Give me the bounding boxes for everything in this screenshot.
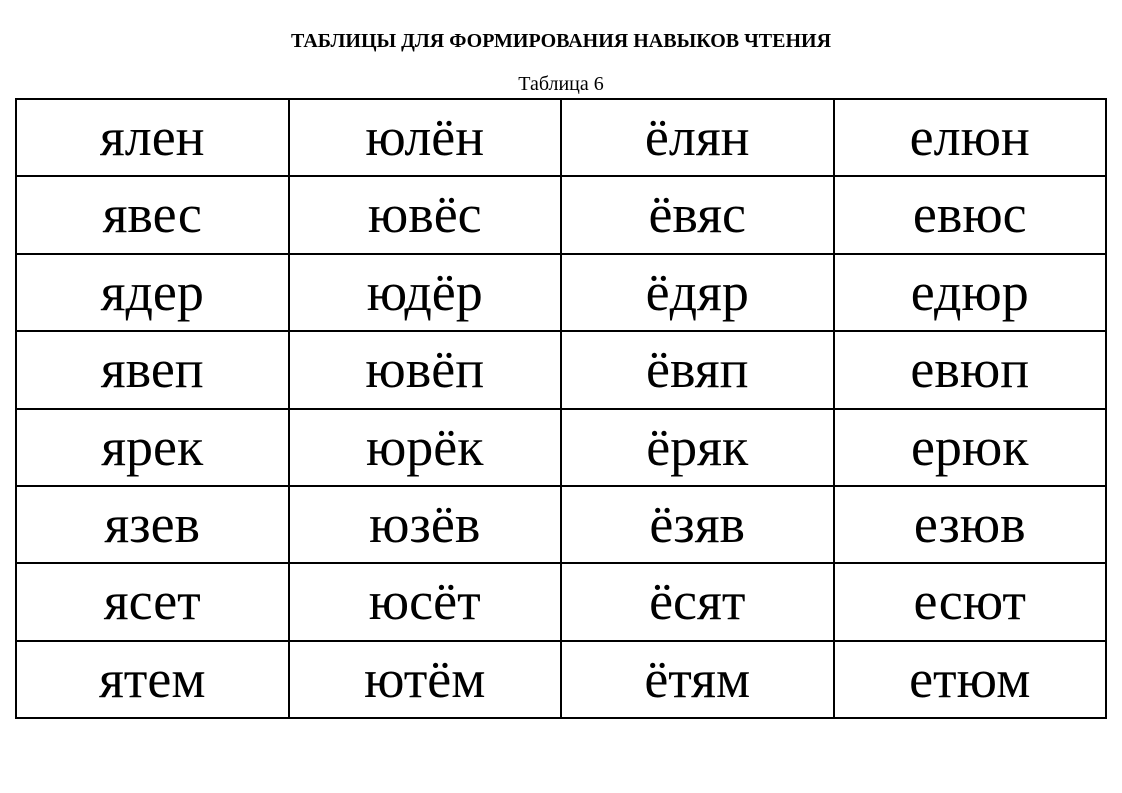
table-cell: есют [834,563,1107,640]
table-cell: ёвяп [561,331,834,408]
table-cell: едюр [834,254,1107,331]
table-cell: язев [16,486,289,563]
reading-table: ялен юлён ёлян елюн явес ювёс ёвяс евюс … [15,98,1107,719]
table-row: ярек юрёк ёряк ерюк [16,409,1106,486]
table-cell: юдёр [289,254,562,331]
table-cell: юрёк [289,409,562,486]
table-cell: явес [16,176,289,253]
table-cell: езюв [834,486,1107,563]
table-cell: ятем [16,641,289,718]
table-cell: ярек [16,409,289,486]
table-cell: евюс [834,176,1107,253]
table-cell: евюп [834,331,1107,408]
table-cell: юлён [289,99,562,176]
page-title: ТАБЛИЦЫ ДЛЯ ФОРМИРОВАНИЯ НАВЫКОВ ЧТЕНИЯ [15,30,1107,53]
table-row: язев юзёв ёзяв езюв [16,486,1106,563]
table-cell: ёвяс [561,176,834,253]
table-row: явеп ювёп ёвяп евюп [16,331,1106,408]
table-row: ялен юлён ёлян елюн [16,99,1106,176]
table-number: Таблица 6 [15,73,1107,96]
table-cell: ясет [16,563,289,640]
table-cell: ёлян [561,99,834,176]
table-cell: етюм [834,641,1107,718]
table-row: явес ювёс ёвяс евюс [16,176,1106,253]
table-row: ясет юсёт ёсят есют [16,563,1106,640]
table-cell: ювёс [289,176,562,253]
table-cell: ётям [561,641,834,718]
table-cell: ютём [289,641,562,718]
table-cell: ёряк [561,409,834,486]
table-row: ятем ютём ётям етюм [16,641,1106,718]
table-row: ядер юдёр ёдяр едюр [16,254,1106,331]
table-cell: ёзяв [561,486,834,563]
table-cell: ёдяр [561,254,834,331]
table-cell: ёсят [561,563,834,640]
table-cell: ядер [16,254,289,331]
table-cell: явеп [16,331,289,408]
table-cell: ялен [16,99,289,176]
table-cell: елюн [834,99,1107,176]
table-cell: ерюк [834,409,1107,486]
table-cell: юзёв [289,486,562,563]
table-cell: ювёп [289,331,562,408]
table-cell: юсёт [289,563,562,640]
